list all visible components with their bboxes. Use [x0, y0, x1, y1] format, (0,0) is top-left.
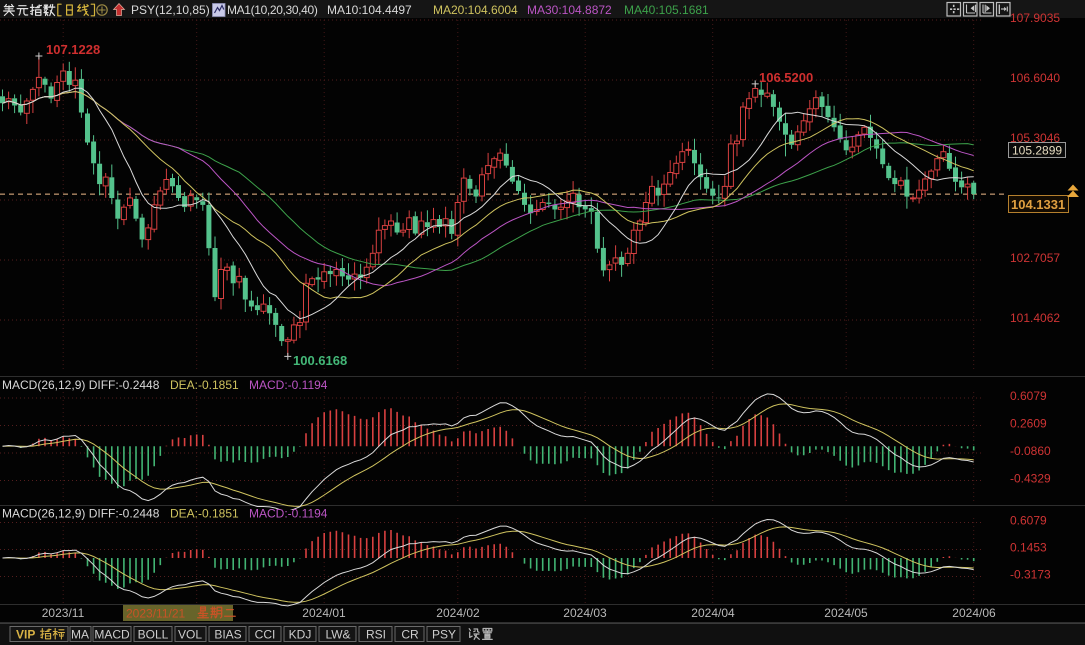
svg-text:DEA:-0.1851: DEA:-0.1851 — [170, 507, 239, 521]
svg-text:2023/11/21: 2023/11/21 — [126, 607, 185, 621]
svg-text:2024/05: 2024/05 — [824, 606, 868, 620]
svg-text:101.4062: 101.4062 — [1010, 311, 1060, 325]
svg-text:MA40:105.1681: MA40:105.1681 — [624, 3, 709, 17]
svg-text:MA1(10,20,30,40): MA1(10,20,30,40) — [227, 3, 318, 17]
svg-text:2024/01: 2024/01 — [302, 606, 346, 620]
svg-text:VOL: VOL — [178, 628, 202, 642]
svg-text:105.3046: 105.3046 — [1010, 131, 1060, 145]
svg-text:2024/02: 2024/02 — [436, 606, 480, 620]
svg-text:-0.0860: -0.0860 — [1010, 444, 1051, 458]
svg-text:107.1228: 107.1228 — [46, 42, 100, 57]
svg-text:CCI: CCI — [255, 628, 276, 642]
svg-text:102.7057: 102.7057 — [1010, 251, 1060, 265]
svg-text:VIP: VIP — [16, 628, 35, 642]
svg-text:0.2609: 0.2609 — [1010, 416, 1047, 430]
svg-text:107.9035: 107.9035 — [1010, 11, 1060, 25]
svg-text:2024/03: 2024/03 — [563, 606, 607, 620]
svg-text:MA30:104.8872: MA30:104.8872 — [527, 3, 612, 17]
svg-text:KDJ: KDJ — [289, 628, 312, 642]
svg-text:LW&: LW& — [325, 628, 350, 642]
svg-text:MACD:-0.1194: MACD:-0.1194 — [249, 378, 328, 392]
svg-text:BOLL: BOLL — [138, 628, 169, 642]
svg-text:104.1331: 104.1331 — [1011, 197, 1065, 212]
svg-text:-0.4329: -0.4329 — [1010, 471, 1051, 485]
svg-text:0.6079: 0.6079 — [1010, 513, 1047, 527]
svg-text:MACD(26,12,9) DIFF:-0.2448: MACD(26,12,9) DIFF:-0.2448 — [2, 507, 160, 521]
svg-text:PSY: PSY — [432, 628, 456, 642]
svg-text:106.5200: 106.5200 — [759, 70, 813, 85]
svg-text:RSI: RSI — [366, 628, 386, 642]
svg-text:CR: CR — [401, 628, 419, 642]
svg-text:MA10:104.4497: MA10:104.4497 — [327, 3, 412, 17]
svg-text:MA: MA — [71, 628, 89, 642]
svg-text:2024/06: 2024/06 — [952, 606, 996, 620]
svg-text:DEA:-0.1851: DEA:-0.1851 — [170, 378, 239, 392]
svg-text:MACD(26,12,9) DIFF:-0.2448: MACD(26,12,9) DIFF:-0.2448 — [2, 378, 160, 392]
svg-text:100.6168: 100.6168 — [293, 353, 347, 368]
svg-text:PSY(12,10,85): PSY(12,10,85) — [131, 3, 210, 17]
svg-text:MA20:104.6004: MA20:104.6004 — [433, 3, 518, 17]
svg-text:2024/04: 2024/04 — [691, 606, 735, 620]
svg-text:MACD:-0.1194: MACD:-0.1194 — [249, 507, 328, 521]
svg-text:-0.3173: -0.3173 — [1010, 567, 1051, 581]
svg-text:BIAS: BIAS — [214, 628, 241, 642]
svg-text:106.6040: 106.6040 — [1010, 71, 1060, 85]
svg-text:2023/11: 2023/11 — [42, 606, 85, 620]
svg-text:105.2899: 105.2899 — [1012, 144, 1062, 158]
svg-text:0.6079: 0.6079 — [1010, 389, 1047, 403]
svg-text:0.1453: 0.1453 — [1010, 540, 1047, 554]
svg-text:MACD: MACD — [94, 628, 130, 642]
